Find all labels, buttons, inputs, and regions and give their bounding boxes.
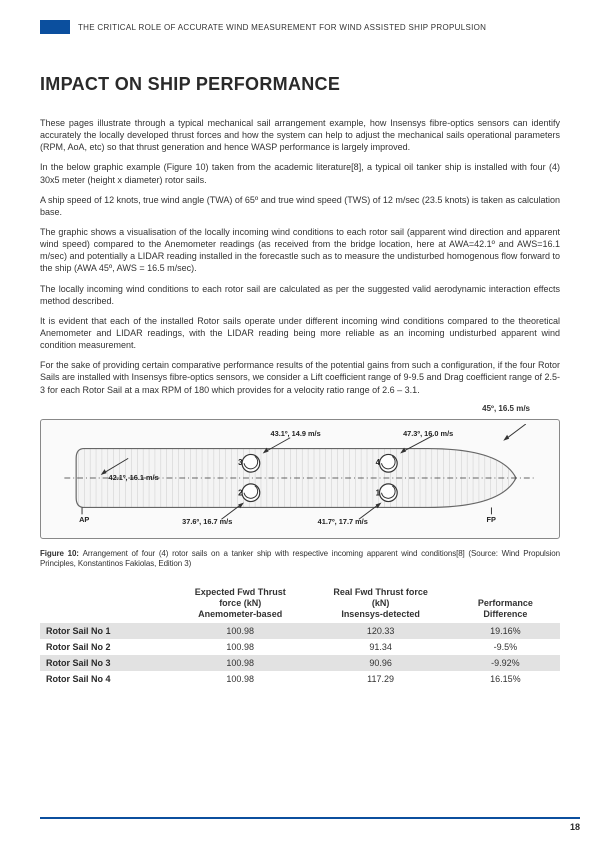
paragraph-6: It is evident that each of the installed… [40,315,560,351]
fp-label: FP [487,515,496,524]
paragraph-4: The graphic shows a visualisation of the… [40,226,560,275]
row-label: Rotor Sail No 3 [40,655,170,671]
anno-r4: 47.3º, 16.0 m/s [403,428,453,437]
cell: 91.34 [310,639,450,655]
figure-caption-bold: Figure 10: [40,549,83,558]
figure-10-caption: Figure 10: Arrangement of four (4) rotor… [40,549,560,571]
footer-bar [40,817,580,819]
rotor-3-label: 3 [238,458,243,467]
figure-top-label: 45º, 16.5 m/s [40,404,560,413]
table-row: Rotor Sail No 4 100.98 117.29 16.15% [40,671,560,687]
table-row: Rotor Sail No 3 100.98 90.96 -9.92% [40,655,560,671]
section-title: IMPACT ON SHIP PERFORMANCE [40,74,560,95]
figure-caption-text: Arrangement of four (4) rotor sails on a… [40,549,560,569]
cell: -9.5% [451,639,560,655]
cell: -9.92% [451,655,560,671]
ship-rotor-svg: 3 4 2 1 42.1º, 16.1 m/s 43.1º, 14.9 m/s … [47,424,553,532]
rotor-2-label: 2 [238,488,243,497]
cell: 120.33 [310,623,450,639]
page-footer: 18 [40,817,580,832]
cell: 90.96 [310,655,450,671]
row-label: Rotor Sail No 4 [40,671,170,687]
header-accent-block [40,20,70,34]
th-diff: Performance Difference [451,584,560,622]
row-label: Rotor Sail No 2 [40,639,170,655]
th-expected: Expected Fwd Thrust force (kN) Anemomete… [170,584,310,622]
rotor-4-label: 4 [376,458,381,467]
paragraph-5: The locally incoming wind conditions to … [40,283,560,307]
cell: 100.98 [170,671,310,687]
cell: 16.15% [451,671,560,687]
cell: 100.98 [170,623,310,639]
paragraph-1: These pages illustrate through a typical… [40,117,560,153]
rotor-1-label: 1 [376,488,381,497]
figure-10-diagram: 3 4 2 1 42.1º, 16.1 m/s 43.1º, 14.9 m/s … [40,419,560,539]
cell: 100.98 [170,639,310,655]
cell: 100.98 [170,655,310,671]
ap-label: AP [79,515,89,524]
cell: 19.16% [451,623,560,639]
header-title: THE CRITICAL ROLE OF ACCURATE WIND MEASU… [78,23,486,32]
table-row: Rotor Sail No 1 100.98 120.33 19.16% [40,623,560,639]
anno-r2: 37.6º, 16.7 m/s [182,517,232,526]
th-real: Real Fwd Thrust force (kN) Insensys-dete… [310,584,450,622]
page-header: THE CRITICAL ROLE OF ACCURATE WIND MEASU… [40,20,560,34]
th-blank [40,584,170,622]
row-label: Rotor Sail No 1 [40,623,170,639]
paragraph-3: A ship speed of 12 knots, true wind angl… [40,194,560,218]
page-number: 18 [40,822,580,832]
performance-table: Expected Fwd Thrust force (kN) Anemomete… [40,584,560,686]
anno-left: 42.1º, 16.1 m/s [109,473,159,482]
table-row: Rotor Sail No 2 100.98 91.34 -9.5% [40,639,560,655]
cell: 117.29 [310,671,450,687]
paragraph-2: In the below graphic example (Figure 10)… [40,161,560,185]
anno-r3: 43.1º, 14.9 m/s [271,428,321,437]
anno-r1: 41.7º, 17.7 m/s [318,517,368,526]
paragraph-7: For the sake of providing certain compar… [40,359,560,395]
